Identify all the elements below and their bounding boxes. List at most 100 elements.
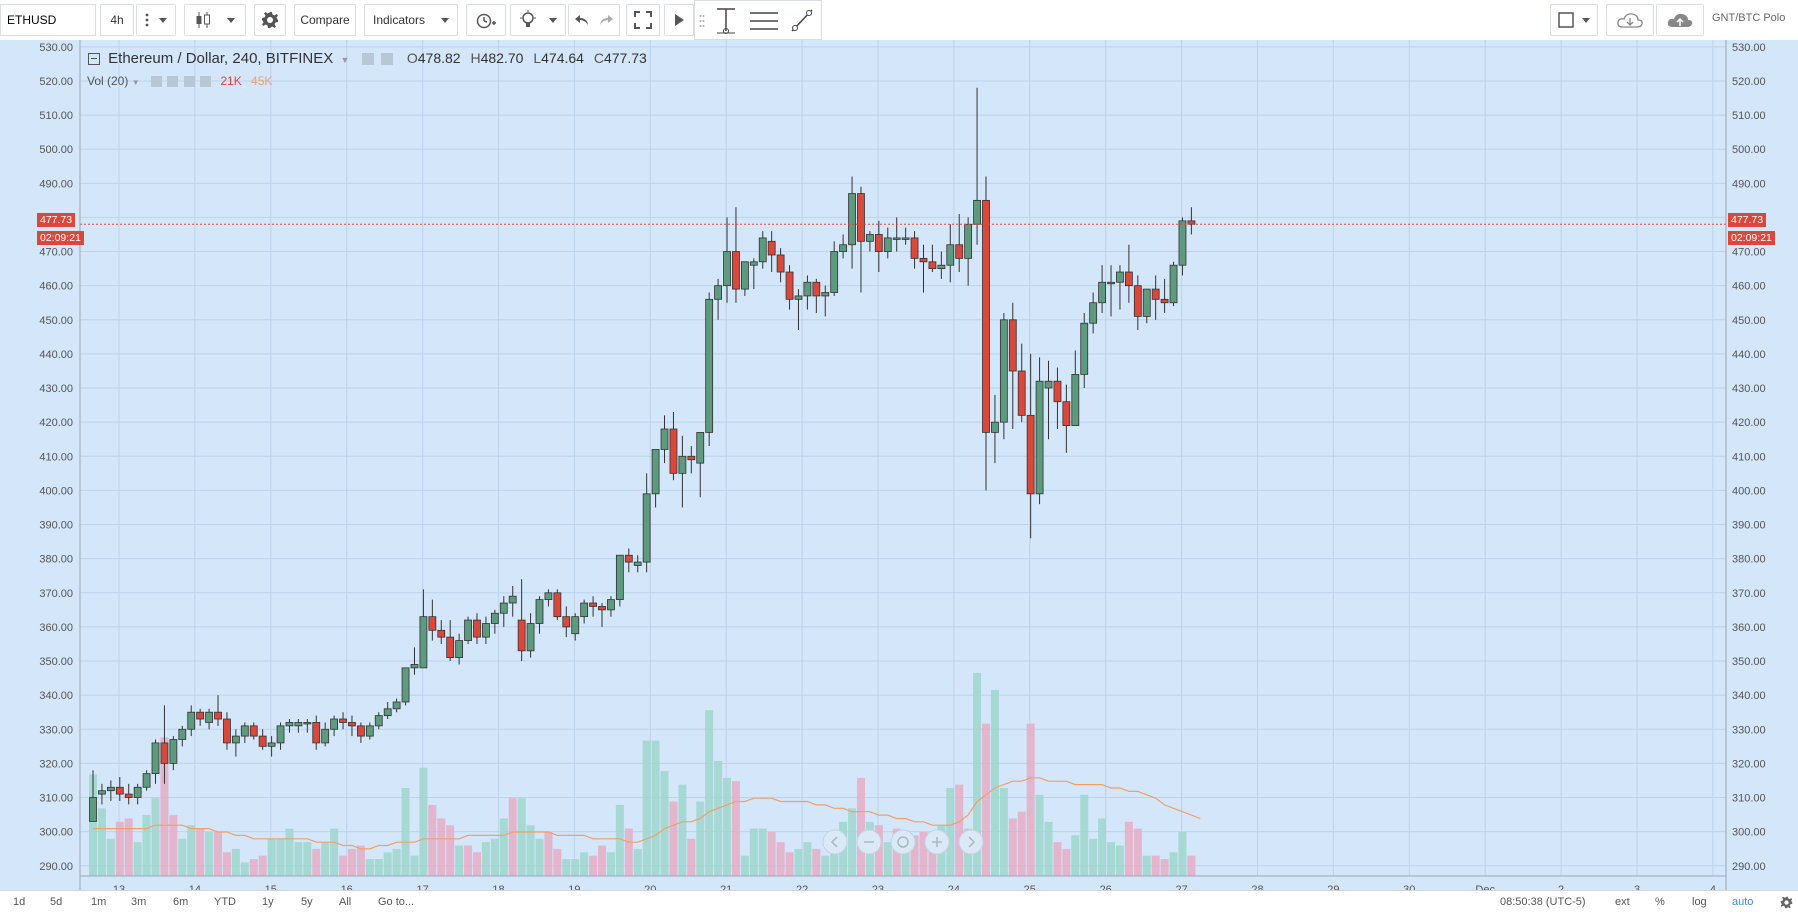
candle <box>455 633 464 665</box>
candle <box>598 603 606 627</box>
candle <box>839 234 848 259</box>
candle <box>133 783 142 805</box>
reset-icon[interactable] <box>890 829 916 855</box>
chart-svg[interactable]: 290.00 300.00 310.00 320.00 330.00 340.00 350.… <box>0 40 1798 896</box>
right-symbol-label[interactable]: GNT/BTC Polo <box>1712 12 1786 24</box>
candle-body <box>419 616 428 669</box>
candle <box>723 217 731 303</box>
chevron-down-icon[interactable]: ▼ <box>340 55 350 65</box>
candle <box>490 609 499 634</box>
range-ytd[interactable]: YTD <box>214 896 236 908</box>
parallel-channel-icon[interactable] <box>749 9 779 36</box>
candle <box>482 616 490 644</box>
range-1y[interactable]: 1y <box>262 896 274 908</box>
text-tool-icon[interactable] <box>713 7 739 38</box>
candle <box>758 231 767 269</box>
ext-toggle[interactable]: ext <box>1615 896 1630 908</box>
candle-body <box>240 725 249 737</box>
range-5d[interactable]: 5d <box>50 896 63 908</box>
volume-bar <box>267 838 276 876</box>
range-5y[interactable]: 5y <box>301 896 313 908</box>
indicators-button[interactable]: Indicators <box>364 4 458 36</box>
scroll-right-icon[interactable] <box>958 829 984 855</box>
load-chart-button[interactable] <box>1606 4 1654 36</box>
log-toggle[interactable]: log <box>1692 896 1707 908</box>
chart-title: Ethereum / Dollar, 240, BITFINEX <box>108 50 334 67</box>
candle-body <box>651 449 660 495</box>
candle <box>991 394 999 464</box>
percent-toggle[interactable]: % <box>1655 896 1665 908</box>
volume-bar <box>142 815 151 876</box>
chevron-down-icon[interactable]: ▼ <box>131 78 140 87</box>
fullscreen-button[interactable] <box>626 4 660 36</box>
range-1m[interactable]: 1m <box>91 896 107 908</box>
candle <box>330 715 339 737</box>
ideas-button[interactable] <box>510 4 566 36</box>
gear-icon[interactable] <box>167 76 179 88</box>
auto-toggle[interactable]: auto <box>1732 896 1754 908</box>
volume-bar <box>642 740 651 876</box>
gear-icon[interactable] <box>380 53 393 66</box>
candle-body <box>740 261 749 290</box>
open-key: O <box>406 50 418 66</box>
interval-menu-button[interactable] <box>136 4 176 36</box>
volume-bar <box>294 842 303 876</box>
candle <box>464 616 472 644</box>
candle <box>1124 244 1133 303</box>
y-tick-label-right: 370.00 <box>1732 588 1766 600</box>
open-value: 478.82 <box>417 50 461 66</box>
volume-bar <box>990 689 999 876</box>
range-3m[interactable]: 3m <box>131 896 147 908</box>
layout-button[interactable] <box>1550 4 1598 36</box>
candle <box>312 715 321 750</box>
range-1d[interactable]: 1d <box>13 896 26 908</box>
symbol-input[interactable] <box>0 4 96 36</box>
y-tick-label-right: 460.00 <box>1732 281 1766 293</box>
add-alert-button[interactable] <box>466 4 506 36</box>
chart-area[interactable]: 290.00 300.00 310.00 320.00 330.00 340.00 350.… <box>0 40 1798 896</box>
volume-bar <box>356 845 365 876</box>
candle <box>383 701 392 720</box>
candle-body <box>160 742 169 764</box>
undo-icon[interactable] <box>574 13 590 27</box>
gear-icon[interactable] <box>1780 896 1793 912</box>
volume-bar <box>321 842 330 876</box>
eye-icon[interactable] <box>361 53 374 66</box>
range-all[interactable]: All <box>339 896 352 908</box>
candle <box>937 251 946 279</box>
save-chart-button[interactable] <box>1656 4 1704 36</box>
eye-icon[interactable] <box>150 76 162 88</box>
close-icon[interactable] <box>200 76 211 88</box>
close-key: C <box>593 50 604 66</box>
candle-body <box>955 244 964 259</box>
settings-button[interactable] <box>254 4 286 36</box>
go-to-button[interactable]: Go to... <box>378 896 415 908</box>
volume-bar <box>258 855 267 876</box>
scroll-left-icon[interactable] <box>822 829 848 855</box>
candle-layer <box>89 87 1196 822</box>
volume-bar <box>446 825 455 876</box>
candle-body <box>866 234 874 242</box>
chart-style-button[interactable] <box>184 4 246 36</box>
redo-icon[interactable] <box>598 13 614 27</box>
compare-button[interactable]: Compare <box>294 4 356 36</box>
y-tick-label-left: 420.00 <box>39 417 73 429</box>
volume-bar <box>365 859 374 876</box>
volume-bar <box>214 832 223 876</box>
candle <box>339 712 347 730</box>
drag-handle-icon[interactable] <box>699 14 705 31</box>
range-6m[interactable]: 6m <box>173 896 189 908</box>
candle-body <box>339 718 347 723</box>
candle-body <box>1107 281 1115 285</box>
candle-body <box>598 606 606 611</box>
y-tick-label-right: 340.00 <box>1732 690 1766 702</box>
lightbulb-icon <box>519 10 537 30</box>
replay-button[interactable] <box>664 4 694 36</box>
collapse-icon[interactable] <box>88 53 100 66</box>
interval-button[interactable]: 4h <box>100 4 134 36</box>
candle <box>553 589 562 621</box>
trend-line-icon[interactable] <box>789 7 815 38</box>
volume-bar <box>231 848 240 876</box>
candle <box>999 312 1008 440</box>
add-icon[interactable] <box>183 76 195 88</box>
